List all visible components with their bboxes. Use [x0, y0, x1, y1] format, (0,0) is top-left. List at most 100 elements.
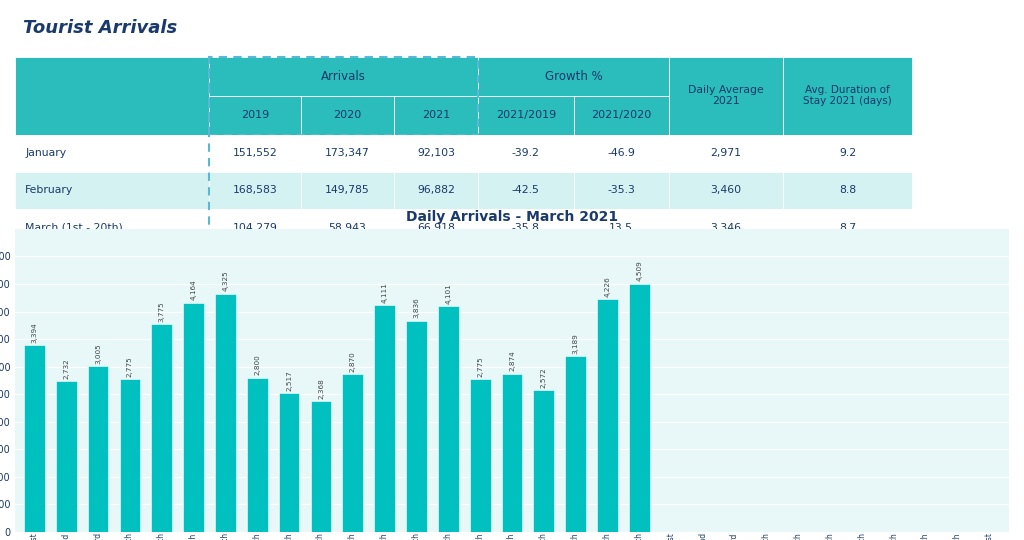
Bar — [301, 209, 394, 246]
Text: -39.7: -39.7 — [510, 260, 542, 269]
Text: -46.9: -46.9 — [607, 148, 635, 158]
Title: Daily Arrivals - March 2021: Daily Arrivals - March 2021 — [406, 210, 618, 224]
Text: -33.0: -33.0 — [605, 260, 637, 269]
Bar — [669, 134, 783, 172]
Text: -42.5: -42.5 — [512, 185, 540, 195]
Bar — [394, 246, 478, 284]
Bar — [478, 209, 573, 246]
Bar — [669, 246, 783, 284]
Text: Tourist Arrivals: Tourist Arrivals — [24, 19, 177, 37]
Bar — [310, 401, 332, 532]
Text: 104,279: 104,279 — [232, 222, 278, 233]
Text: 8.9: 8.9 — [838, 260, 857, 269]
Bar — [375, 306, 395, 532]
Bar — [183, 302, 204, 532]
Text: 3,189: 3,189 — [572, 333, 579, 354]
Bar — [783, 57, 912, 134]
Bar — [301, 246, 394, 284]
Text: 3,394: 3,394 — [32, 322, 38, 343]
Bar — [438, 306, 459, 532]
Text: 173,347: 173,347 — [326, 148, 370, 158]
Bar — [565, 356, 586, 532]
Bar — [394, 96, 478, 134]
Text: -35.8: -35.8 — [512, 222, 540, 233]
Bar — [209, 172, 301, 209]
Text: 8.8: 8.8 — [839, 185, 856, 195]
Text: 8.7: 8.7 — [839, 222, 856, 233]
Text: 424,414: 424,414 — [230, 260, 281, 269]
Text: 2,775: 2,775 — [477, 356, 483, 377]
Bar — [15, 172, 209, 209]
Text: 2,971: 2,971 — [711, 148, 741, 158]
Text: 255,903: 255,903 — [412, 260, 461, 269]
Bar — [15, 134, 209, 172]
Bar — [478, 172, 573, 209]
Text: March (1st - 20th): March (1st - 20th) — [26, 222, 123, 233]
Bar — [209, 96, 301, 134]
Text: Growth %: Growth % — [545, 70, 602, 83]
Bar — [573, 209, 669, 246]
Bar — [247, 377, 267, 532]
Bar — [25, 345, 45, 532]
Bar — [573, 134, 669, 172]
Bar — [56, 381, 77, 532]
Bar — [407, 321, 427, 532]
Text: 149,785: 149,785 — [326, 185, 370, 195]
Text: Arrivals: Arrivals — [322, 70, 366, 83]
Bar — [88, 366, 109, 532]
Bar — [669, 57, 783, 134]
Bar — [394, 209, 478, 246]
Bar — [209, 134, 301, 172]
Text: 2021: 2021 — [422, 110, 451, 120]
Text: 2021/2019: 2021/2019 — [496, 110, 556, 120]
Text: 4,101: 4,101 — [445, 283, 452, 304]
Text: 96,882: 96,882 — [417, 185, 455, 195]
Bar — [783, 209, 912, 246]
Text: 2021/2020: 2021/2020 — [591, 110, 651, 120]
Bar — [502, 374, 522, 532]
Bar — [301, 172, 394, 209]
Bar — [394, 134, 478, 172]
Bar — [209, 246, 301, 284]
Bar — [478, 96, 573, 134]
Text: -35.3: -35.3 — [607, 185, 635, 195]
Bar — [152, 324, 172, 532]
Bar — [534, 390, 554, 532]
Text: 2,874: 2,874 — [509, 350, 515, 372]
Text: 58,943: 58,943 — [329, 222, 367, 233]
Bar — [629, 284, 649, 532]
Text: TOTAL: TOTAL — [26, 260, 63, 269]
Bar — [15, 246, 209, 284]
Text: 13.5: 13.5 — [609, 222, 633, 233]
Bar — [597, 299, 617, 532]
Text: 3,005: 3,005 — [95, 343, 101, 364]
Text: 2,800: 2,800 — [254, 355, 260, 375]
Text: 9.2: 9.2 — [839, 148, 856, 158]
Text: 2,870: 2,870 — [350, 351, 355, 372]
Text: 2,517: 2,517 — [286, 370, 292, 391]
Bar — [120, 379, 140, 532]
Bar — [573, 246, 669, 284]
Bar — [15, 57, 209, 134]
Text: 3,239: 3,239 — [709, 260, 743, 269]
Bar — [209, 57, 478, 134]
Bar — [301, 134, 394, 172]
Text: 4,325: 4,325 — [222, 271, 228, 292]
Text: 4,226: 4,226 — [604, 276, 610, 297]
Text: 2,572: 2,572 — [541, 367, 547, 388]
Text: January: January — [26, 148, 67, 158]
Text: 2,368: 2,368 — [318, 379, 324, 399]
Text: 3,775: 3,775 — [159, 301, 165, 322]
Text: Avg. Duration of
Stay 2021 (days): Avg. Duration of Stay 2021 (days) — [804, 85, 892, 106]
Text: 2,732: 2,732 — [63, 359, 70, 379]
Text: 168,583: 168,583 — [232, 185, 278, 195]
Bar — [209, 57, 478, 96]
Bar — [669, 209, 783, 246]
Bar — [394, 172, 478, 209]
Text: 2020: 2020 — [334, 110, 361, 120]
Bar — [279, 393, 299, 532]
Text: 3,346: 3,346 — [711, 222, 741, 233]
Bar — [573, 172, 669, 209]
Text: 3,836: 3,836 — [414, 298, 420, 319]
Text: 3,460: 3,460 — [711, 185, 741, 195]
